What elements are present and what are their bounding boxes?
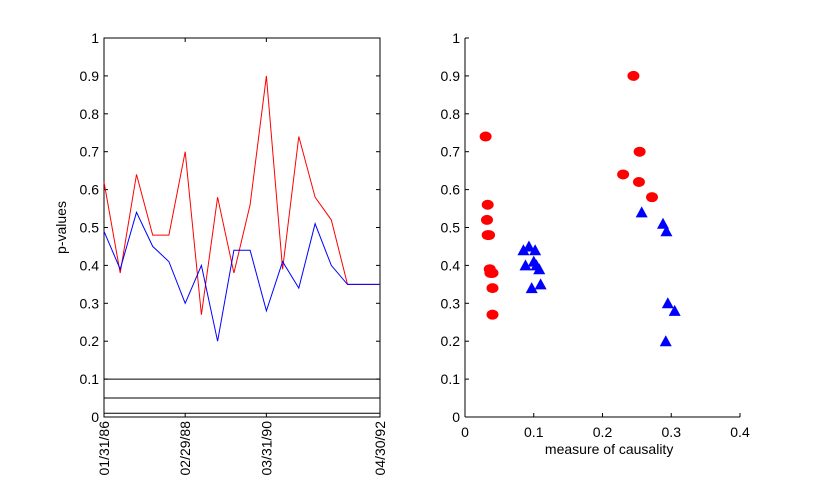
blue-triangle-point (635, 206, 648, 218)
red-circle-point (633, 146, 646, 157)
red-circle-point (646, 192, 658, 203)
left-ytick-label: 0.4 (80, 257, 100, 273)
right-ytick-label: 0.4 (441, 257, 461, 273)
red-circle-point (486, 283, 499, 294)
left-ytick-label: 0.1 (80, 371, 100, 387)
left-xtick-label: 02/29/88 (177, 421, 193, 476)
right-xtick-label: 0.2 (593, 424, 613, 440)
red-circle-point (484, 267, 497, 278)
left-ytick-label: 0.5 (80, 220, 100, 236)
blue-triangle-point (533, 263, 546, 275)
red-circle-point (481, 214, 493, 225)
left-ytick-label: 0.3 (80, 295, 100, 311)
right-xlabel: measure of causality (545, 441, 673, 457)
blue-triangle-point (519, 259, 532, 271)
right-xtick-label: 0 (461, 424, 469, 440)
blue-triangle-point (529, 244, 542, 256)
red-circle-point (481, 230, 494, 241)
left-ytick-label: 0 (91, 409, 99, 425)
red-circle-point (627, 70, 640, 81)
right-ytick-label: 0.8 (441, 106, 461, 122)
right-ytick-label: 1 (452, 30, 460, 46)
red-circle-point (617, 169, 630, 180)
right-xtick-label: 0.1 (524, 424, 544, 440)
left-xtick-label: 04/30/92 (372, 421, 388, 476)
left-xtick-label: 01/31/86 (96, 421, 112, 476)
right-ytick-label: 0.2 (441, 333, 461, 349)
blue-triangle-point (534, 278, 547, 290)
right-ytick-label: 0.3 (441, 295, 461, 311)
right-ytick-label: 0.6 (441, 182, 461, 198)
red-circle-point (479, 131, 492, 142)
left-ylabel: p-values (53, 201, 69, 254)
right-xtick-label: 0.3 (662, 424, 682, 440)
right-ytick-label: 0.7 (441, 144, 461, 160)
left-ytick-label: 1 (91, 30, 99, 46)
red-circle-point (481, 199, 494, 210)
blue-triangle-point (525, 282, 538, 294)
right-xtick-label: 0.4 (730, 424, 750, 440)
right-ytick-label: 0.9 (441, 68, 461, 84)
left-series-line-blue (103, 210, 380, 342)
blue-triangle-point (657, 217, 669, 229)
blue-triangle-point (522, 240, 535, 252)
right-scatter-chart: 0 0.1 0.2 0.3 0.4 0.5 0.6 0.7 0.8 0.9 1 0 0.1 0.2 0.3 0… (441, 30, 750, 457)
blue-triangle-point (661, 297, 674, 309)
left-ytick-label: 0.9 (80, 68, 100, 84)
red-circle-point (632, 177, 645, 188)
blue-triangle-point (668, 304, 681, 316)
left-ytick-label: 0.6 (80, 182, 100, 198)
blue-triangle-point (660, 225, 673, 237)
blue-triangle-point (517, 244, 530, 256)
left-xtick-label: 03/31/90 (258, 421, 274, 476)
blue-triangle-point (659, 335, 672, 347)
right-ytick-label: 0.1 (441, 371, 461, 387)
red-circle-point (486, 309, 499, 320)
right-ytick-label: 0 (452, 409, 460, 425)
left-ytick-label: 0.7 (80, 144, 100, 160)
left-ytick-label: 0.2 (80, 333, 100, 349)
left-line-chart: 0 0.1 0.2 0.3 0.4 0.5 0.6 0.7 0.8 0.9 1 01/31/86 02/… (53, 30, 388, 476)
left-ytick-label: 0.8 (80, 106, 100, 122)
right-ytick-label: 0.5 (441, 220, 461, 236)
left-series-line-red (103, 75, 380, 315)
